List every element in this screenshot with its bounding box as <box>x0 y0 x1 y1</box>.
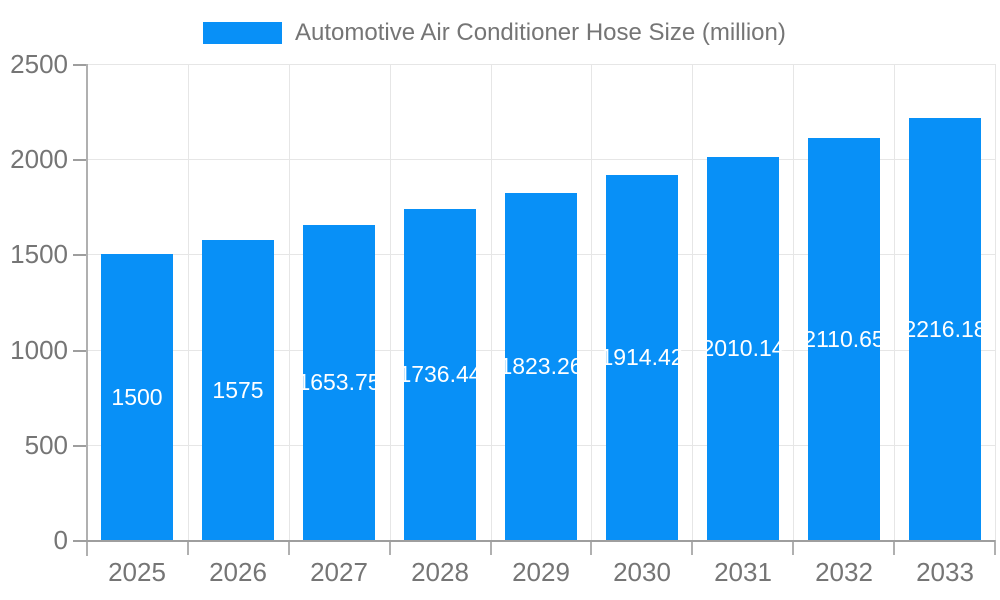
bar: 1575 <box>202 240 274 540</box>
bar-value-label: 1823.26 <box>499 353 583 379</box>
x-tick-label: 2025 <box>108 557 166 587</box>
x-tick-mark <box>288 540 290 555</box>
y-tick-label: 1000 <box>10 335 68 365</box>
x-tick-mark <box>893 540 895 555</box>
y-tick-label: 500 <box>24 430 68 460</box>
x-tick-mark <box>994 540 996 555</box>
legend: Automotive Air Conditioner Hose Size (mi… <box>203 20 786 46</box>
x-tick-mark <box>187 540 189 555</box>
x-gridline <box>591 64 592 540</box>
x-tick-label: 2028 <box>411 557 469 587</box>
x-tick-label: 2029 <box>512 557 570 587</box>
x-gridline <box>692 64 693 540</box>
y-tick-mark <box>73 159 87 161</box>
y-tick-label: 0 <box>53 525 68 555</box>
y-gridline <box>87 159 995 160</box>
bar: 1823.26 <box>499 193 583 540</box>
legend-label: Automotive Air Conditioner Hose Size (mi… <box>295 19 786 46</box>
bar-value-label: 1500 <box>111 383 163 410</box>
bar-value-label: 2110.65 <box>803 325 885 352</box>
y-tick-label: 1500 <box>10 239 68 269</box>
x-gridline <box>995 64 996 540</box>
x-tick-mark <box>792 540 794 555</box>
x-tick-label: 2033 <box>916 557 974 587</box>
bar: 1653.75 <box>297 225 381 540</box>
x-gridline <box>491 64 492 540</box>
x-tick-mark <box>490 540 492 555</box>
bar-value-label: 1736.44 <box>398 361 482 387</box>
bar-value-label: 1653.75 <box>297 369 381 395</box>
x-tick-label: 2026 <box>209 557 267 587</box>
x-tick-mark <box>691 540 693 555</box>
y-axis-line <box>86 64 88 556</box>
x-gridline <box>390 64 391 540</box>
y-tick-mark <box>73 445 87 447</box>
y-tick-mark <box>73 254 87 256</box>
bar: 1736.44 <box>398 209 482 540</box>
bar-value-label: 1914.42 <box>600 344 684 370</box>
bar: 1914.42 <box>600 175 684 540</box>
y-tick-mark <box>73 350 87 352</box>
x-axis-line <box>73 540 995 542</box>
x-tick-mark <box>590 540 592 555</box>
x-tick-mark <box>389 540 391 555</box>
bar: 2010.14 <box>701 157 785 540</box>
y-tick-label: 2000 <box>10 144 68 174</box>
bar: 2216.18 <box>903 118 987 540</box>
x-gridline <box>188 64 189 540</box>
y-tick-label: 2500 <box>10 49 68 79</box>
bar: 1500 <box>101 254 173 540</box>
y-tick-mark <box>73 64 87 66</box>
x-tick-label: 2030 <box>613 557 671 587</box>
bar: 2110.65 <box>803 138 885 540</box>
x-tick-label: 2032 <box>815 557 873 587</box>
x-gridline <box>289 64 290 540</box>
bar-value-label: 1575 <box>212 376 264 403</box>
x-tick-label: 2031 <box>714 557 772 587</box>
legend-swatch <box>203 22 282 44</box>
x-tick-label: 2027 <box>310 557 368 587</box>
bar-value-label: 2216.18 <box>903 315 987 342</box>
x-gridline <box>793 64 794 540</box>
x-gridline <box>894 64 895 540</box>
y-gridline <box>87 64 995 65</box>
bar-value-label: 2010.14 <box>701 335 785 361</box>
